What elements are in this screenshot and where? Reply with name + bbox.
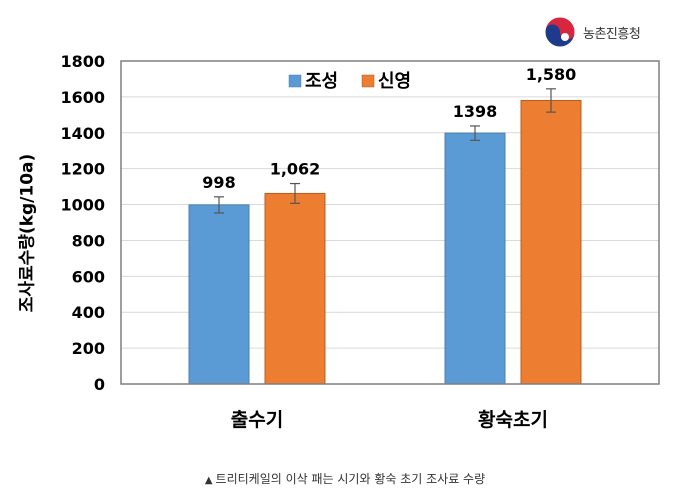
bar	[520, 99, 582, 385]
bars	[188, 99, 582, 385]
bar	[188, 204, 250, 385]
figure-caption: ▲ 트리티케일의 이삭 패는 시기와 황숙 초기 조사료 수량	[0, 470, 690, 487]
error-bars	[214, 88, 556, 214]
y-axis-label: 조사료수량(kg/10a)	[17, 153, 38, 313]
y-tick-label: 1200	[60, 160, 105, 179]
y-tick-label: 1400	[60, 124, 105, 143]
x-category-labels: 출수기 황숙초기	[231, 408, 548, 431]
legend: 조성 신영	[288, 71, 411, 92]
y-tick-labels: 0 200 400 600 800 1000 1200 1400 1600 1800	[60, 52, 105, 394]
y-tick-label: 200	[72, 339, 105, 358]
rda-logo: 농촌진흥청	[543, 15, 641, 49]
y-tick-label: 600	[72, 267, 105, 286]
legend-swatch-신영	[361, 74, 375, 88]
data-label: 1,580	[526, 65, 577, 84]
data-label: 998	[202, 173, 235, 192]
y-tick-label: 1800	[60, 52, 105, 71]
plot-frame	[120, 60, 660, 385]
bar	[444, 132, 506, 385]
x-category-label: 출수기	[231, 409, 283, 431]
y-tick-label: 1000	[60, 196, 105, 215]
data-labels: 998 1,062 1398 1,580	[202, 65, 576, 192]
bar	[264, 192, 326, 385]
legend-swatch-조성	[288, 74, 302, 88]
caption-marker: ▲	[204, 475, 213, 486]
y-tick-label: 1600	[60, 88, 105, 107]
legend-label-series1: 조성	[305, 71, 338, 92]
x-category-label: 황숙초기	[478, 408, 548, 431]
caption-text: 트리티케일의 이삭 패는 시기와 황숙 초기 조사료 수량	[215, 472, 486, 486]
logo-text: 농촌진흥청	[583, 26, 641, 42]
y-tick-label: 0	[94, 375, 105, 394]
taegeuk-logo-icon	[544, 16, 576, 48]
y-tick-label: 400	[72, 303, 105, 322]
y-tick-label: 800	[72, 231, 105, 250]
legend-label-series2: 신영	[378, 71, 411, 92]
data-label: 1398	[453, 102, 498, 121]
data-label: 1,062	[270, 160, 321, 179]
